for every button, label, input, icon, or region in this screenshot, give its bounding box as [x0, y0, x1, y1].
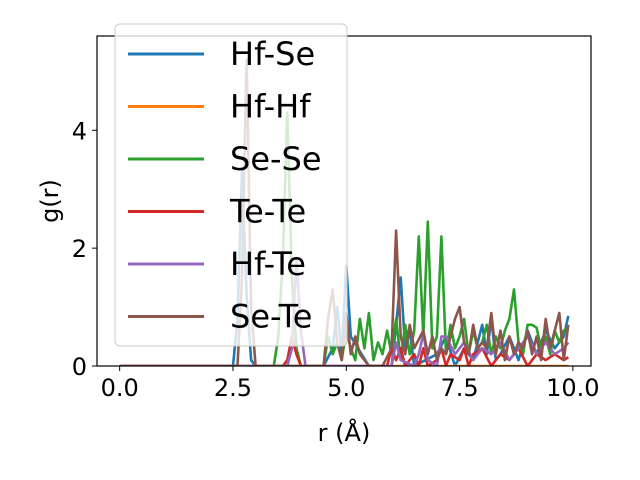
x-axis-ticks: 0.0 2.5 5.0 7.5 10.0 [101, 366, 600, 402]
x-tick-label: 10.0 [546, 374, 599, 402]
y-tick-label: 4 [72, 117, 87, 145]
y-axis-ticks: 0 2 4 [72, 117, 97, 381]
y-tick-label: 0 [72, 353, 87, 381]
legend-label-hf-te: Hf-Te [230, 245, 306, 283]
legend: Hf-Se Hf-Hf Se-Se Te-Te Hf-Te Se-Te [114, 23, 348, 347]
series-line-te-te [119, 335, 570, 366]
legend-label-hf-hf: Hf-Hf [230, 88, 311, 126]
x-tick-label: 5.0 [327, 374, 365, 402]
x-tick-label: 0.0 [101, 374, 139, 402]
x-tick-label: 7.5 [440, 374, 478, 402]
legend-label-te-te: Te-Te [229, 193, 306, 231]
legend-label-se-se: Se-Se [230, 140, 322, 178]
y-tick-label: 2 [72, 235, 87, 263]
x-axis-title: r (Å) [318, 418, 371, 447]
x-tick-label: 2.5 [214, 374, 252, 402]
legend-label-se-te: Se-Te [230, 298, 312, 336]
legend-label-hf-se: Hf-Se [230, 35, 315, 73]
y-axis-title: g(r) [36, 179, 64, 223]
